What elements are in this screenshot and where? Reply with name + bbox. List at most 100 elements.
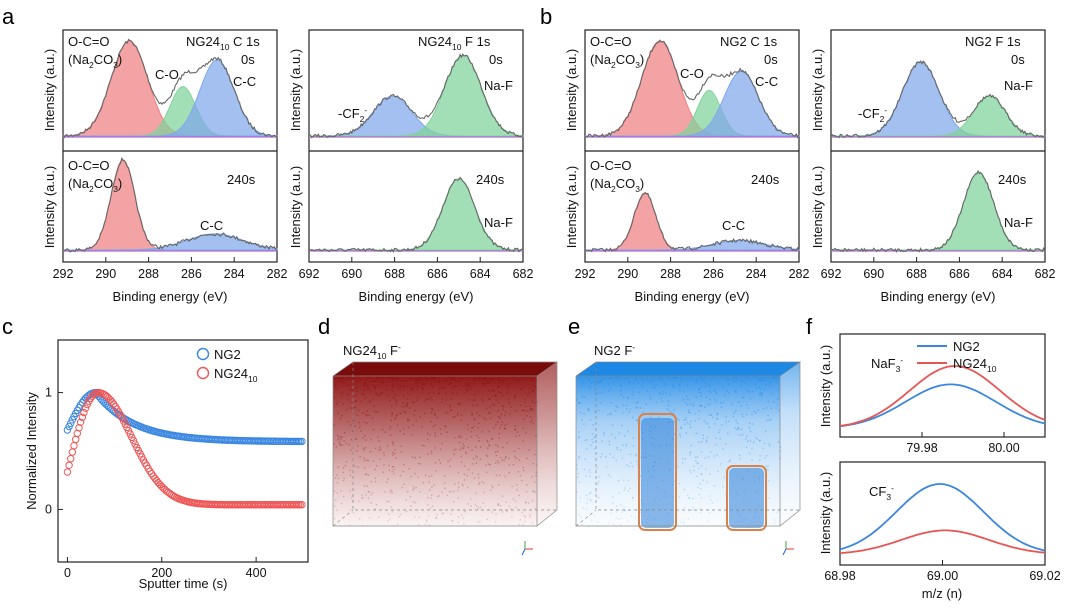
ion-dot [586, 494, 588, 496]
ion-dot [367, 388, 369, 390]
ion-dot [688, 497, 690, 499]
ion-dot [408, 419, 410, 421]
ion-dot [635, 379, 637, 381]
ion-dot [759, 439, 761, 441]
ion-dot [488, 398, 491, 400]
ion-dot [341, 378, 343, 380]
ion-dot [389, 399, 391, 402]
ion-dot [758, 378, 760, 380]
ion-dot [626, 408, 628, 410]
ion-dot [747, 440, 749, 442]
ion-dot [368, 376, 370, 378]
ion-dot [452, 501, 455, 503]
ion-dot [460, 419, 463, 421]
ion-dot [599, 379, 602, 382]
ion-dot [578, 455, 580, 458]
ion-dot [505, 456, 507, 458]
ion-dot [679, 433, 681, 435]
ion-dot [444, 487, 446, 489]
ion-dot [484, 377, 486, 379]
ion-dot [415, 380, 417, 382]
ion-dot [673, 433, 676, 435]
ion-dot [520, 376, 523, 378]
ion-dot [587, 498, 589, 500]
curve-NG24 [839, 365, 1046, 427]
ion-dot [514, 455, 516, 458]
ion-dot [768, 419, 770, 421]
ion-dot [391, 492, 393, 494]
ion-dot [370, 390, 372, 392]
curve-NG2 [839, 483, 1046, 552]
ion-dot [641, 378, 643, 380]
spectrum-top [308, 53, 524, 139]
ion-dot [432, 505, 434, 507]
ion-dot [356, 445, 359, 447]
measured-spectrum [308, 176, 524, 253]
ion-dot [502, 380, 504, 382]
ion-dot [769, 445, 771, 447]
ion-dot [459, 376, 461, 378]
ion-dot [450, 409, 452, 411]
ion-dot [655, 401, 657, 404]
ion-dot [392, 390, 394, 392]
ion-dot [708, 414, 711, 416]
ion-dot [452, 377, 454, 379]
ion-dot [727, 432, 729, 434]
ion-dot [515, 435, 517, 438]
ion-dot [363, 457, 365, 459]
ion-dot [591, 433, 594, 435]
ion-dot [484, 376, 486, 378]
ion-dot [479, 521, 481, 523]
ion-dot [434, 377, 436, 379]
ion-dot [477, 508, 479, 510]
ion-dot [430, 452, 433, 455]
ion-dot [700, 473, 703, 475]
ion-dot [410, 505, 412, 507]
ion-dot [390, 489, 392, 491]
ion-dot [620, 394, 622, 396]
ion-dot [636, 419, 639, 422]
ion-dot [475, 505, 477, 507]
ion-dot [649, 416, 652, 419]
ion-dot [756, 376, 758, 378]
ion-dot [488, 444, 491, 447]
ion-dot [520, 388, 523, 390]
ion-dot [333, 424, 335, 426]
ion-dot [403, 463, 405, 466]
ion-dot [468, 468, 470, 471]
ion-dot [526, 457, 528, 460]
ion-dot [445, 399, 448, 401]
ion-dot [423, 412, 426, 415]
ion-dot [709, 398, 711, 400]
ion-dot [517, 471, 519, 473]
ion-dot [374, 447, 377, 449]
ion-dot [664, 382, 666, 385]
ion-dot [367, 474, 370, 476]
ion-dot [514, 394, 516, 397]
ion-dot [614, 436, 617, 439]
ion-dot [624, 435, 626, 437]
ion-dot [460, 461, 463, 463]
ion-dot [467, 486, 469, 489]
ion-dot [514, 377, 516, 379]
ion-dot [697, 462, 699, 465]
ion-dot [450, 491, 452, 493]
ion-dot [370, 494, 372, 496]
ion-dot [375, 411, 377, 414]
legend-ng24: NG2410 [214, 366, 258, 384]
ion-dot [749, 452, 751, 455]
ion-dot [378, 440, 380, 442]
ion-dot [457, 482, 460, 484]
ion-dot [403, 483, 405, 486]
ion-dot [738, 401, 740, 403]
ion-dot [450, 513, 452, 516]
ion-dot [498, 391, 500, 393]
ion-dot [430, 412, 433, 414]
ion-dot [576, 468, 579, 470]
ion-dot [505, 501, 507, 503]
ion-dot [532, 389, 535, 391]
ion-dot [719, 438, 721, 440]
ion-dot [645, 403, 647, 405]
ion-dot [614, 410, 617, 412]
ion-dot [710, 391, 712, 394]
